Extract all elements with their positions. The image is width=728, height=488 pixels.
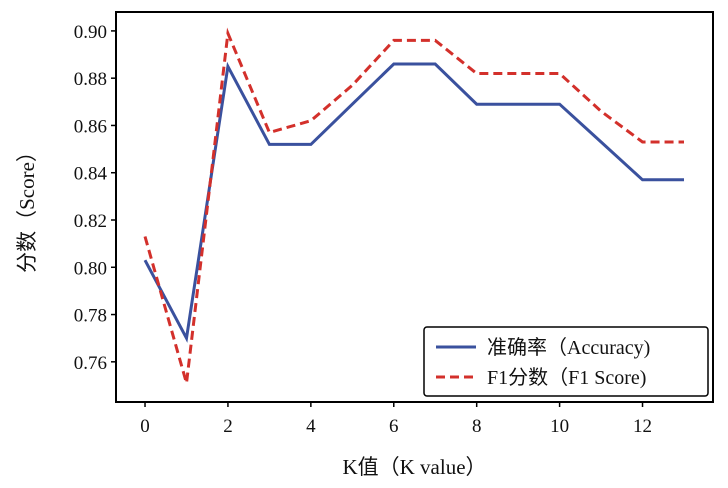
y-ticks: 0.76 0.78 0.80 0.82 0.84 0.86 0.88 0.90 bbox=[74, 22, 116, 374]
legend-box bbox=[423, 326, 709, 397]
x-tick-label: 0 bbox=[140, 416, 150, 437]
series-line-f1 bbox=[143, 27, 684, 391]
plot-frame bbox=[115, 11, 714, 403]
x-ticks: 0 2 4 6 8 10 12 bbox=[140, 402, 652, 437]
y-tick-label: 0.78 bbox=[74, 306, 107, 327]
y-tick-label: 0.84 bbox=[74, 164, 108, 185]
series-line-accuracy bbox=[143, 61, 684, 343]
x-tick-label: 4 bbox=[306, 416, 316, 437]
series-layer bbox=[143, 27, 684, 391]
y-tick-label: 0.88 bbox=[74, 69, 107, 90]
legend-label-f1: F1分数（F1 Score) bbox=[487, 366, 646, 389]
legend: 准确率（Accuracy) F1分数（F1 Score) bbox=[423, 326, 709, 397]
x-tick-label: 8 bbox=[472, 416, 482, 437]
x-tick-label: 6 bbox=[389, 416, 399, 437]
y-tick-label: 0.76 bbox=[74, 353, 107, 374]
x-axis-label: K值（K value） bbox=[342, 455, 486, 479]
x-tick-label: 2 bbox=[223, 416, 233, 437]
y-tick-label: 0.86 bbox=[74, 116, 107, 137]
legend-label-accuracy: 准确率（Accuracy) bbox=[487, 336, 650, 359]
y-tick-label: 0.90 bbox=[74, 22, 107, 43]
x-tick-label: 12 bbox=[633, 416, 652, 437]
y-tick-label: 0.82 bbox=[74, 211, 107, 232]
y-tick-label: 0.80 bbox=[74, 258, 107, 279]
x-tick-label: 10 bbox=[550, 416, 569, 437]
y-axis-label: 分数（Score） bbox=[15, 141, 39, 273]
